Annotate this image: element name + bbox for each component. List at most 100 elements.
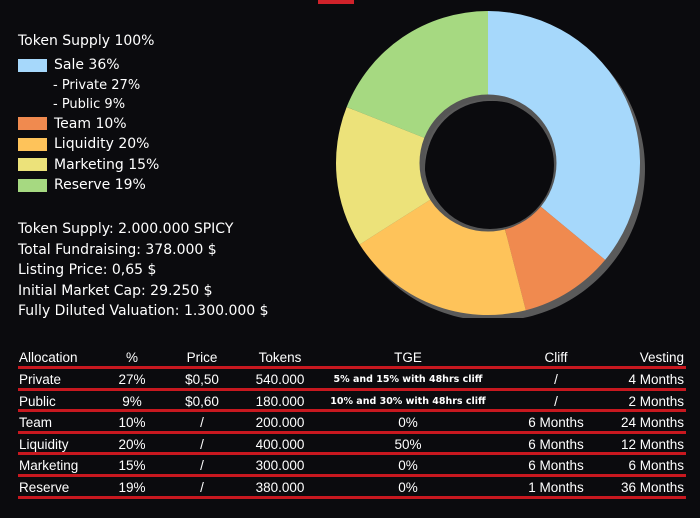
cell-cliff: 6 Months	[528, 415, 584, 431]
cell-tokens: 180.000	[255, 393, 305, 409]
top-accent-bar	[318, 0, 354, 4]
header-allocation: Allocation	[19, 350, 78, 365]
cell-price: /	[200, 458, 204, 474]
legend-label: Sale 36%	[54, 57, 120, 73]
donut-slice-sale	[488, 11, 641, 260]
token-stats: Token Supply: 2.000.000 SPICY Total Fund…	[18, 219, 269, 322]
cell-tge: 10% and 30% with 48hrs cliff	[330, 395, 486, 407]
cell-tge: 50%	[394, 436, 422, 452]
cell-percent: 20%	[118, 436, 146, 452]
cell-vesting: 6 Months	[628, 458, 684, 474]
legend-label: Liquidity 20%	[54, 136, 150, 152]
row-separator	[18, 473, 686, 477]
cell-vesting: 4 Months	[628, 372, 684, 387]
row-separator	[18, 366, 686, 369]
cell-percent: 27%	[118, 372, 146, 387]
cell-vesting: 36 Months	[620, 479, 684, 495]
cell-tge: 5% and 15% with 48hrs cliff	[333, 374, 483, 385]
legend-swatch	[18, 117, 47, 130]
legend-swatch	[18, 58, 47, 72]
stat-fully-diluted-valuation: Fully Diluted Valuation: 1.300.000 $	[18, 303, 269, 320]
legend-label: Reserve 19%	[54, 177, 146, 193]
table-row: Reserve 19% / 380.000 0% 1 Months 36 Months	[18, 477, 686, 499]
cell-percent: 15%	[118, 458, 146, 474]
cell-vesting: 2 Months	[628, 393, 684, 409]
stat-initial-market-cap: Initial Market Cap: 29.250 $	[18, 282, 213, 299]
cell-percent: 10%	[118, 415, 146, 431]
donut-slice-team	[504, 206, 606, 311]
legend: Token Supply 100% Sale 36% - Private 27% -…	[18, 28, 338, 196]
donut-chart	[335, 11, 645, 318]
cell-percent: 9%	[122, 393, 142, 409]
cell-cliff: 6 Months	[528, 458, 584, 474]
cell-tokens: 300.000	[255, 458, 305, 474]
cell-tokens: 380.000	[255, 479, 305, 495]
cell-allocation: Marketing	[19, 458, 79, 474]
stat-total-fundraising: Total Fundraising: 378.000 $	[18, 241, 217, 258]
donut-hole	[426, 101, 554, 229]
donut-slice-liquidity	[359, 199, 526, 315]
cell-price: $0,50	[185, 372, 219, 387]
cell-percent: 19%	[118, 479, 146, 495]
cell-tge: 0%	[398, 479, 418, 495]
legend-item: Reserve 19%	[18, 175, 338, 195]
donut-slice-reserve	[346, 11, 488, 138]
header-cliff: Cliff	[544, 350, 568, 365]
cell-tokens: 200.000	[255, 415, 305, 431]
legend-item: Marketing 15%	[18, 155, 338, 175]
legend-swatch	[18, 137, 47, 151]
legend-item: Team 10%	[18, 114, 338, 134]
allocation-table: Allocation % Price Tokens TGE Cliff Vest…	[18, 347, 686, 499]
cell-tokens: 400.000	[255, 436, 305, 452]
table-header-row: Allocation % Price Tokens TGE Cliff Vest…	[18, 347, 686, 369]
cell-cliff: /	[554, 372, 558, 387]
cell-price: $0,60	[185, 393, 219, 409]
table-row: Private 27% $0,50 540.000 5% and 15% with 48…	[18, 369, 686, 391]
stat-listing-price: Listing Price: 0,65 $	[18, 262, 157, 279]
cell-cliff: /	[554, 393, 558, 409]
cell-vesting: 24 Months	[620, 415, 684, 431]
header-percent: %	[125, 350, 138, 365]
legend-item: Liquidity 20%	[18, 134, 338, 154]
cell-allocation: Team	[19, 415, 53, 431]
cell-price: /	[200, 479, 204, 495]
cell-allocation: Reserve	[19, 479, 70, 495]
legend-swatch	[18, 158, 47, 171]
legend-swatch	[18, 178, 47, 192]
header-price: Price	[186, 350, 218, 365]
row-separator	[18, 452, 686, 456]
row-separator	[18, 409, 686, 413]
header-vesting: Vesting	[639, 350, 684, 365]
cell-tge: 0%	[398, 458, 418, 474]
cell-vesting: 12 Months	[620, 436, 684, 452]
header-tge: TGE	[394, 350, 422, 365]
legend-item: Sale 36%	[18, 55, 338, 75]
table-row: Public 9% $0,60 180.000 10% and 30% with 48h…	[18, 391, 686, 413]
cell-price: /	[200, 415, 204, 431]
legend-subitem: - Public 9%	[53, 96, 126, 112]
legend-label: Team 10%	[54, 115, 127, 132]
cell-tokens: 540.000	[255, 372, 305, 387]
donut-hole-shadow	[419, 94, 557, 232]
row-separator	[18, 430, 686, 434]
stat-token-supply: Token Supply: 2.000.000 SPICY	[18, 221, 234, 237]
table-body: Private 27% $0,50 540.000 5% and 15% with 48…	[18, 369, 686, 499]
legend-rows: Sale 36% - Private 27% - Public 9% Team 10%…	[18, 55, 338, 195]
cell-cliff: 6 Months	[528, 436, 584, 452]
table-row: Marketing 15% / 300.000 0% 6 Months 6 Months	[18, 455, 686, 477]
row-separator	[18, 387, 686, 391]
cell-allocation: Liquidity	[19, 436, 69, 452]
legend-label: Marketing 15%	[54, 156, 160, 173]
cell-allocation: Public	[19, 393, 56, 409]
legend-title: Token Supply 100%	[18, 33, 155, 49]
header-tokens: Tokens	[258, 350, 302, 365]
cell-price: /	[200, 436, 204, 452]
donut-slice-marketing	[335, 107, 431, 245]
cell-cliff: 1 Months	[528, 479, 584, 495]
table-row: Liquidity 20% / 400.000 50% 6 Months 12 Months	[18, 434, 686, 456]
table-row: Team 10% / 200.000 0% 6 Months 24 Months	[18, 412, 686, 434]
row-separator	[18, 495, 686, 499]
legend-subitem: - Private 27%	[53, 77, 141, 93]
cell-tge: 0%	[398, 415, 418, 431]
cell-allocation: Private	[19, 372, 62, 387]
